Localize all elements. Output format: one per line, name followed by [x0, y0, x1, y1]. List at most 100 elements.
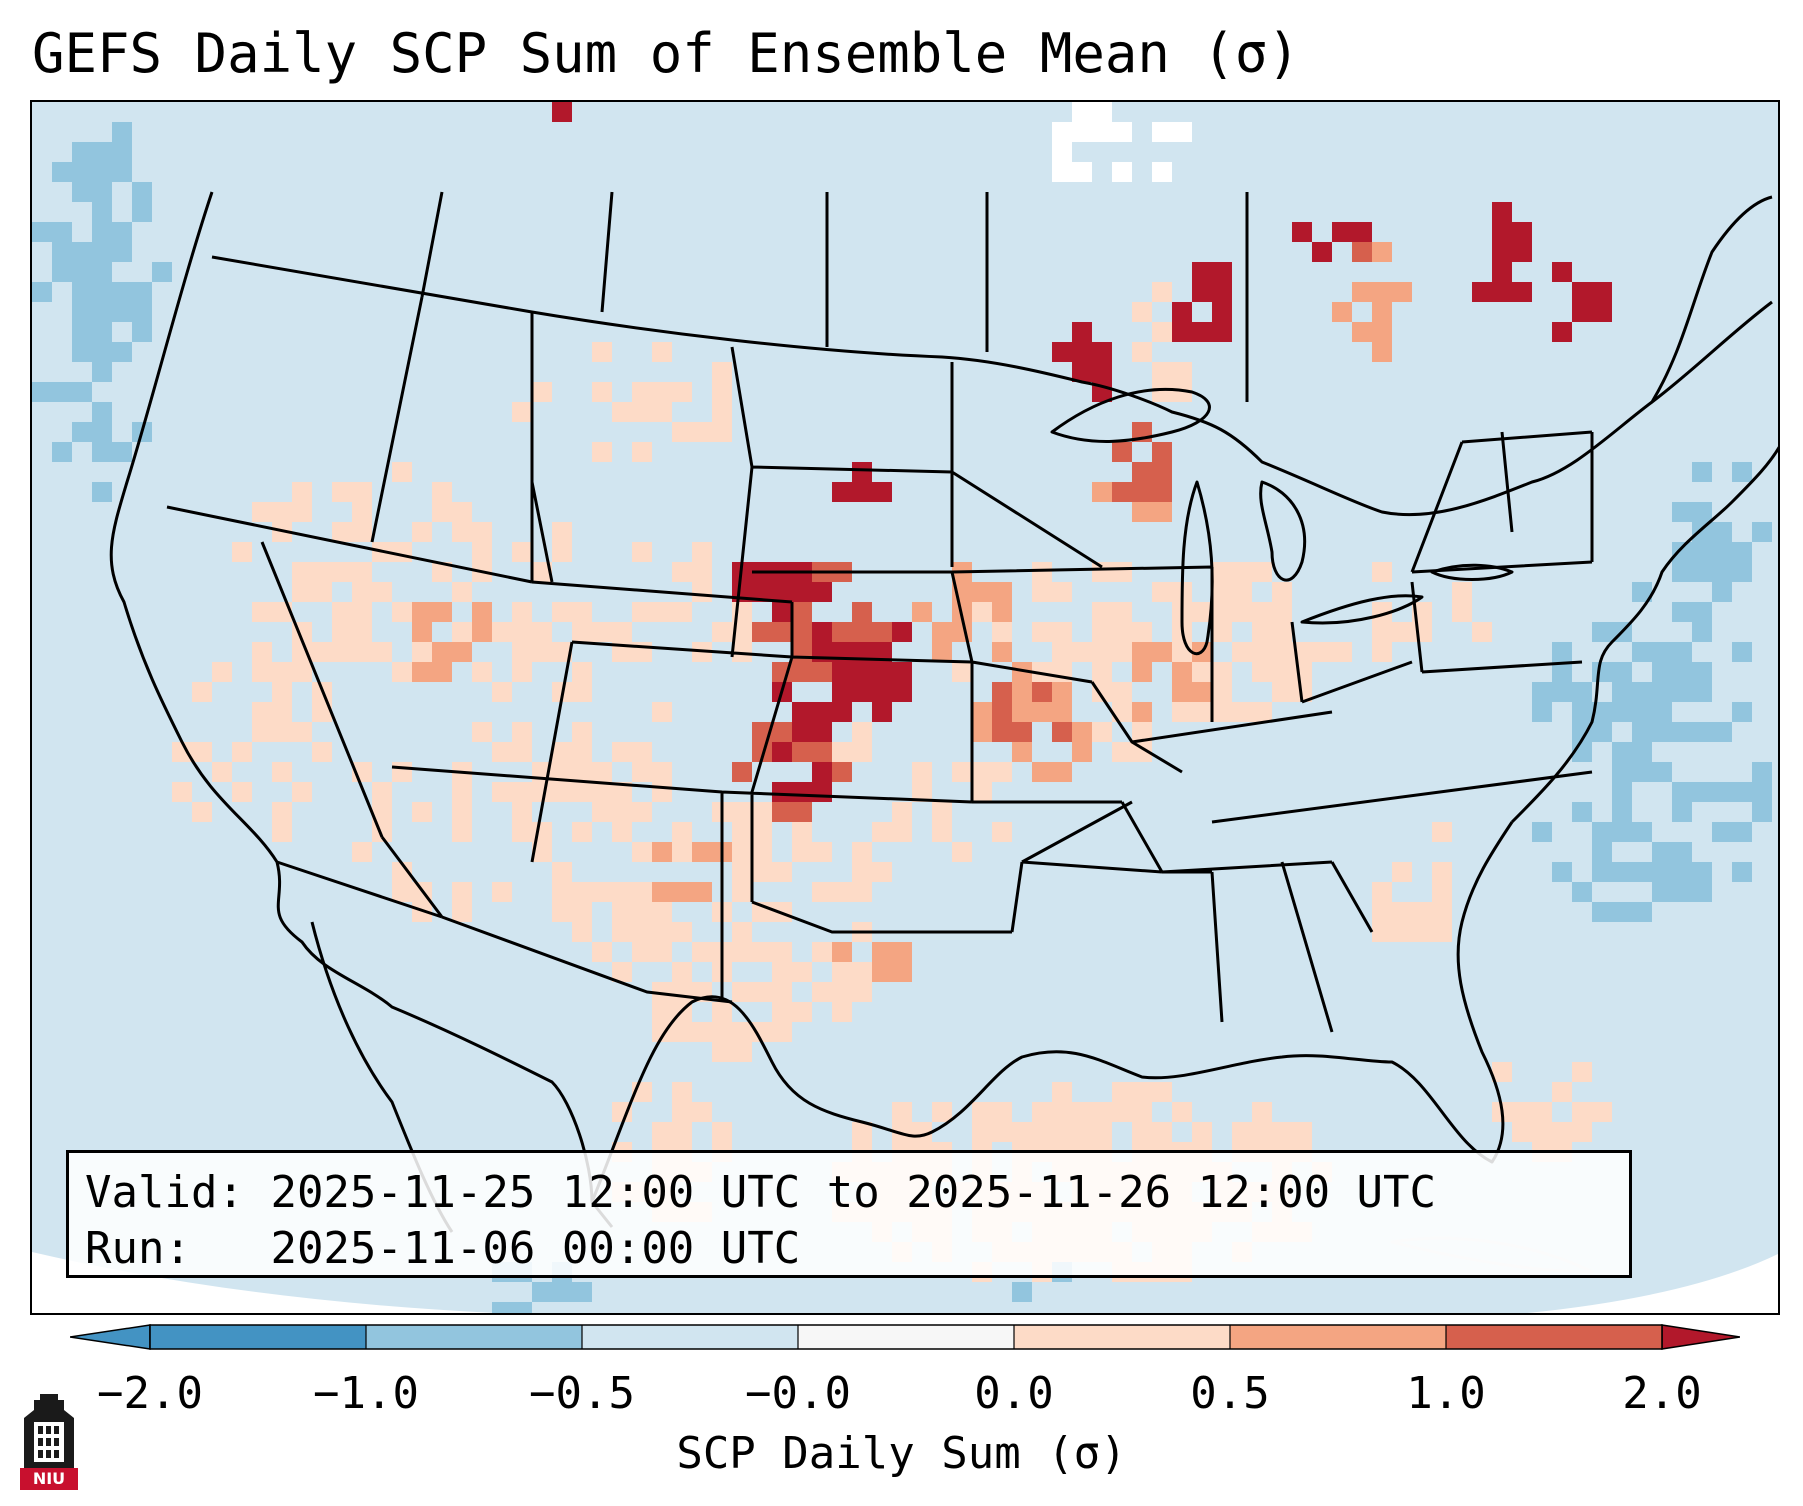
anomaly-cell [92, 402, 112, 422]
anomaly-cell [412, 642, 432, 662]
anomaly-cell [212, 662, 232, 682]
anomaly-cell [692, 542, 712, 562]
colorbar-tick-label: 1.0 [1406, 1368, 1486, 1419]
anomaly-cell [1252, 662, 1272, 682]
anomaly-cell [552, 882, 572, 902]
anomaly-cell [92, 342, 112, 362]
anomaly-cell [632, 922, 652, 942]
anomaly-cell [1052, 162, 1072, 182]
anomaly-cell [492, 882, 512, 902]
anomaly-cell [1052, 142, 1072, 162]
anomaly-cell [1392, 922, 1412, 942]
anomaly-cell [292, 482, 312, 502]
anomaly-cell [1592, 302, 1612, 322]
anomaly-cell [552, 102, 572, 122]
anomaly-cell [312, 642, 332, 662]
lake-erie [1300, 594, 1424, 625]
anomaly-cell [1632, 742, 1652, 762]
anomaly-cell [572, 822, 592, 842]
anomaly-cell [1212, 302, 1232, 322]
anomaly-cell [852, 842, 872, 862]
anomaly-cell [592, 882, 612, 902]
anomaly-cell [1072, 122, 1092, 142]
anomaly-cell [1192, 602, 1212, 622]
anomaly-cell [652, 842, 672, 862]
anomaly-cell [312, 702, 332, 722]
anomaly-cell [1632, 682, 1652, 702]
anomaly-cell [1052, 342, 1072, 362]
anomaly-cell [972, 1102, 992, 1122]
anomaly-cell [492, 742, 512, 762]
anomaly-cell [912, 782, 932, 802]
anomaly-cell [312, 582, 332, 602]
anomaly-cell [292, 562, 312, 582]
colorbar-bin [1446, 1325, 1662, 1349]
anomaly-cell [652, 982, 672, 1002]
anomaly-cell [792, 702, 812, 722]
anomaly-cell [1112, 682, 1132, 702]
anomaly-cell [772, 582, 792, 602]
anomaly-cell [1332, 222, 1352, 242]
anomaly-cell [1092, 102, 1112, 122]
anomaly-cell [1552, 642, 1572, 662]
anomaly-cell [612, 922, 632, 942]
anomaly-cell [1072, 162, 1092, 182]
anomaly-cell [1112, 742, 1132, 762]
anomaly-cell [1592, 902, 1612, 922]
anomaly-cell [1132, 342, 1152, 362]
anomaly-cell [92, 282, 112, 302]
anomaly-cell [852, 462, 872, 482]
anomaly-cell [772, 1022, 792, 1042]
anomaly-cell [1652, 682, 1672, 702]
anomaly-cell [1652, 702, 1672, 722]
anomaly-cell [452, 622, 472, 642]
anomaly-cell [612, 1102, 632, 1122]
anomaly-cell [1092, 342, 1112, 362]
anomaly-cell [1172, 682, 1192, 702]
anomaly-cell [92, 202, 112, 222]
anomaly-cell [1012, 702, 1032, 722]
anomaly-cell [1472, 622, 1492, 642]
anomaly-cell [1092, 122, 1112, 142]
anomaly-cell [1152, 162, 1172, 182]
map-panel [30, 100, 1780, 1315]
anomaly-cell [1272, 1122, 1292, 1142]
anomaly-cell [752, 1022, 772, 1042]
anomaly-cell [1232, 702, 1252, 722]
anomaly-cell [1152, 1082, 1172, 1102]
anomaly-cell [932, 622, 952, 642]
anomaly-cell [952, 662, 972, 682]
anomaly-cell [692, 562, 712, 582]
anomaly-cell [1572, 722, 1592, 742]
anomaly-cell [1492, 242, 1512, 262]
anomaly-cell [832, 882, 852, 902]
anomaly-cell [932, 1102, 952, 1122]
anomaly-cell [232, 542, 252, 562]
anomaly-cell [1632, 762, 1652, 782]
anomaly-cell [972, 782, 992, 802]
coastline-conus [109, 191, 614, 1228]
anomaly-cell [672, 882, 692, 902]
anomaly-cell [292, 502, 312, 522]
anomaly-cell [1692, 542, 1712, 562]
anomaly-cell [1752, 782, 1772, 802]
anomaly-cell [832, 982, 852, 1002]
colorbar-tick-label: −2.0 [97, 1368, 203, 1419]
anomaly-cell [1272, 622, 1292, 642]
anomaly-cell [672, 1102, 692, 1122]
anomaly-cell [1032, 562, 1052, 582]
anomaly-cell [1692, 562, 1712, 582]
anomaly-cell [1532, 1102, 1552, 1122]
anomaly-cell [452, 822, 472, 842]
anomaly-cell [632, 442, 652, 462]
anomaly-cell [592, 382, 612, 402]
anomaly-cell [1592, 702, 1612, 722]
anomaly-cell [1172, 1102, 1192, 1122]
anomaly-cell [992, 702, 1012, 722]
anomaly-cell [1672, 602, 1692, 622]
anomaly-cell [92, 482, 112, 502]
anomaly-cell [452, 642, 472, 662]
anomaly-cell [1732, 462, 1752, 482]
anomaly-cell [512, 602, 532, 622]
anomaly-cell [1652, 762, 1672, 782]
